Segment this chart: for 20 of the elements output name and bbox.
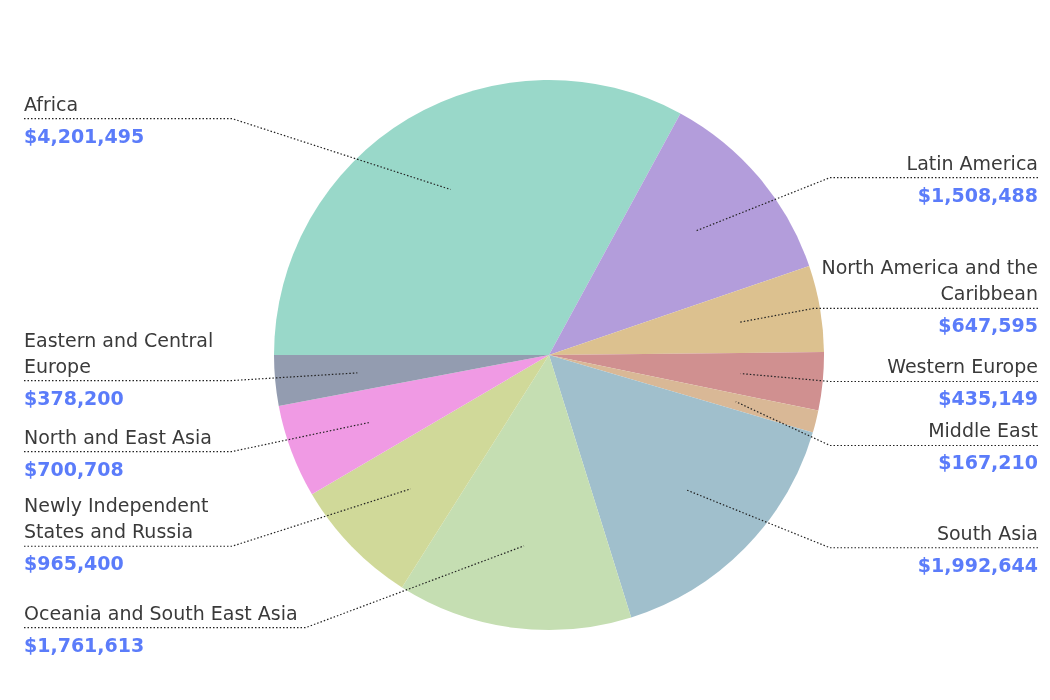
slice-label: Eastern and Central Europe [24, 328, 214, 377]
slice-label: North America and the Caribbean [821, 256, 1038, 305]
data-label: $1,761,613 [24, 633, 145, 656]
data-label: $1,992,644 [917, 553, 1038, 576]
slice-label: Newly Independent States and Russia [24, 494, 209, 543]
data-label: $647,595 [938, 314, 1038, 337]
slice-label: Western Europe [887, 355, 1038, 378]
data-label: $435,149 [938, 387, 1038, 410]
slice-label: Oceania and South East Asia [24, 601, 298, 624]
slice-label: Latin America [906, 151, 1038, 174]
slice-label: North and East Asia [24, 425, 212, 448]
slice-label: Middle East [928, 419, 1038, 442]
data-label: $167,210 [938, 451, 1038, 474]
slice-label: South Asia [936, 521, 1038, 544]
data-label: $378,200 [24, 386, 124, 409]
data-label: $4,201,495 [24, 124, 145, 147]
slice-label: Africa [24, 92, 79, 115]
data-label: $700,708 [24, 457, 124, 480]
data-label: $965,400 [24, 552, 124, 575]
data-label: $1,508,488 [917, 183, 1038, 206]
